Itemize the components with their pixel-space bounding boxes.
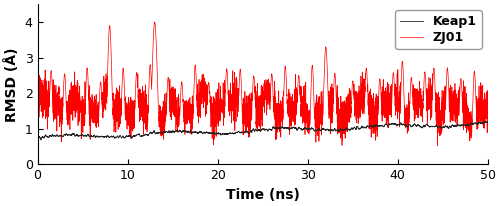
ZJ01 bbox=[304, 113, 310, 116]
ZJ01 bbox=[370, 98, 376, 100]
Y-axis label: RMSD (Å): RMSD (Å) bbox=[4, 47, 19, 122]
Keap1 bbox=[483, 120, 489, 123]
Keap1 bbox=[405, 126, 411, 128]
Line: ZJ01: ZJ01 bbox=[38, 22, 488, 146]
ZJ01 bbox=[405, 122, 411, 124]
Keap1 bbox=[34, 136, 40, 138]
Keap1 bbox=[38, 139, 44, 141]
Keap1 bbox=[206, 132, 212, 134]
Keap1 bbox=[116, 135, 122, 137]
ZJ01 bbox=[434, 145, 440, 147]
ZJ01 bbox=[116, 95, 122, 97]
ZJ01 bbox=[206, 93, 212, 95]
ZJ01 bbox=[485, 104, 491, 107]
Keap1 bbox=[485, 121, 491, 123]
X-axis label: Time (ns): Time (ns) bbox=[226, 188, 300, 202]
Line: Keap1: Keap1 bbox=[38, 122, 488, 140]
Keap1 bbox=[304, 128, 310, 130]
ZJ01 bbox=[152, 21, 158, 23]
ZJ01 bbox=[34, 102, 40, 104]
ZJ01 bbox=[328, 105, 334, 108]
Keap1 bbox=[328, 129, 334, 131]
Keap1 bbox=[370, 125, 376, 127]
Legend: Keap1, ZJ01: Keap1, ZJ01 bbox=[395, 11, 482, 49]
